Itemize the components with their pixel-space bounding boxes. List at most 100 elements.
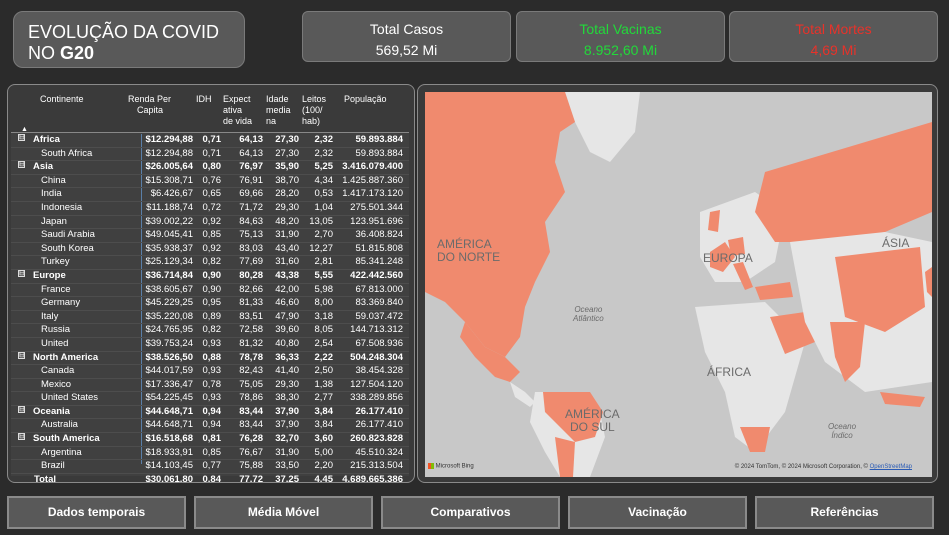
table-row[interactable]: Turkey $25.129,34 0,82 77,69 31,60 2,81 85.341… <box>11 256 409 270</box>
country-russia[interactable] <box>755 122 932 242</box>
col-header-pop[interactable]: População <box>344 94 387 104</box>
row-label: Europe <box>33 269 66 281</box>
cell-idh: 0,95 <box>202 297 222 309</box>
group-row[interactable]: ⊟ South America $16.518,68 0,81 76,28 32,70 3,… <box>11 433 409 447</box>
cell-exp: 76,67 <box>239 446 263 458</box>
collapse-icon[interactable]: ⊟ <box>18 351 25 359</box>
country-saudi-arabia[interactable] <box>770 312 815 354</box>
cell-exp: 72,58 <box>239 324 263 336</box>
cell-renda: $39.002,22 <box>145 215 193 227</box>
cell-renda: $44.648,71 <box>145 405 193 417</box>
country-japan[interactable] <box>925 267 932 297</box>
cell-idh: 0,90 <box>202 283 222 295</box>
total-row[interactable]: Total $30.061,80 0,84 77,72 37,25 4,45 4.689.6… <box>11 473 409 483</box>
nav-button-comparativos[interactable]: Comparativos <box>381 496 560 529</box>
col-header-age[interactable]: Idade media na <box>266 94 291 126</box>
cell-age: 43,38 <box>275 269 299 281</box>
country-italy[interactable] <box>733 262 753 290</box>
country-brazil[interactable] <box>543 392 603 442</box>
cell-beds: 5,98 <box>314 283 334 295</box>
table-row[interactable]: Argentina $18.933,91 0,85 76,67 31,90 5,00 45.… <box>11 447 409 461</box>
row-label: United <box>41 337 69 349</box>
cell-idh: 0,80 <box>202 161 222 173</box>
table-row[interactable]: India $6.426,67 0,65 69,66 28,20 0,53 1.417.17… <box>11 188 409 202</box>
col-header-expect[interactable]: Expect ativa de vida <box>223 94 253 126</box>
cell-beds: 4,45 <box>314 473 334 483</box>
cell-exp: 84,63 <box>239 215 263 227</box>
country-france[interactable] <box>710 242 735 272</box>
cell-pop: 144.713.312 <box>350 324 403 336</box>
collapse-icon[interactable]: ⊟ <box>18 433 25 441</box>
cell-exp: 83,44 <box>239 405 263 417</box>
table-row[interactable]: Germany $45.229,25 0,95 81,33 46,60 8,00 83.36… <box>11 297 409 311</box>
cell-exp: 83,51 <box>239 310 263 322</box>
country-india[interactable] <box>830 322 865 382</box>
world-map[interactable]: AMÉRICA DO NORTE EUROPA ÁSIA ÁFRICA AMÉR… <box>425 92 932 477</box>
country-argentina[interactable] <box>555 437 575 477</box>
group-row[interactable]: ⊟ North America $38.526,50 0,88 78,78 36,33 2,… <box>11 351 409 366</box>
osm-link[interactable]: OpenStreetMap <box>869 464 912 470</box>
table-row[interactable]: Saudi Arabia $49.045,41 0,85 75,13 31,90 2,70… <box>11 229 409 243</box>
table-row[interactable]: South Korea $35.938,37 0,92 83,03 43,40 12,27… <box>11 243 409 257</box>
nav-button-referencias[interactable]: Referências <box>755 496 934 529</box>
cell-renda: $44.017,59 <box>145 365 193 377</box>
group-row[interactable]: ⊟ Africa $12.294,88 0,71 64,13 27,30 2,32 59.89… <box>11 134 409 148</box>
nav-button-dados-temporais[interactable]: Dados temporais <box>7 496 186 529</box>
collapse-icon[interactable]: ⊟ <box>18 161 25 169</box>
group-row[interactable]: ⊟ Europe $36.714,84 0,90 80,28 43,38 5,55 422.4… <box>11 269 409 284</box>
map-label-atlantic: Oceano Atlântico <box>573 305 604 323</box>
cell-idh: 0,85 <box>202 446 222 458</box>
cell-pop: 215.313.504 <box>350 460 403 472</box>
country-mexico[interactable] <box>460 322 520 382</box>
cell-exp: 81,32 <box>239 337 263 349</box>
collapse-icon[interactable]: ⊟ <box>18 405 25 413</box>
row-label: Saudi Arabia <box>41 229 95 241</box>
col-header-beds[interactable]: Leitos (100/hab) <box>302 94 327 126</box>
table-row[interactable]: Brazil $14.103,45 0,77 75,88 33,50 2,20 215.31… <box>11 460 409 474</box>
country-china[interactable] <box>835 247 925 332</box>
map-label-south-america: AMÉRICA DO SUL <box>565 407 620 434</box>
sort-ascending-icon[interactable]: ▲ <box>21 126 28 133</box>
cell-age: 42,00 <box>275 283 299 295</box>
table-row[interactable]: United $39.753,24 0,93 81,32 40,80 2,54 67.508… <box>11 338 409 352</box>
table-row[interactable]: Japan $39.002,22 0,92 84,63 48,20 13,05 123.95… <box>11 216 409 230</box>
cell-renda: $25.129,34 <box>145 256 193 268</box>
nav-button-media-movel[interactable]: Média Móvel <box>194 496 373 529</box>
table-row[interactable]: United States $54.225,45 0,93 78,86 38,30 2,7… <box>11 392 409 406</box>
cell-beds: 1,38 <box>314 378 334 390</box>
row-label: United States <box>41 392 99 404</box>
table-row[interactable]: South Africa $12.294,88 0,71 64,13 27,30 2,32… <box>11 148 409 162</box>
cell-renda: $24.765,95 <box>145 324 193 336</box>
collapse-icon[interactable]: ⊟ <box>18 134 25 141</box>
group-row[interactable]: ⊟ Oceania $44.648,71 0,94 83,44 37,90 3,84 26.1… <box>11 405 409 420</box>
kpi-total-cases: Total Casos 569,52 Mi <box>302 11 511 62</box>
cell-pop: 275.501.344 <box>350 201 403 213</box>
table-row[interactable]: Italy $35.220,08 0,89 83,51 47,90 3,18 59.037.… <box>11 311 409 325</box>
col-header-continent[interactable]: Continente <box>40 94 84 104</box>
continent-matrix-panel: Continente Renda Per Capita IDH Expect ati… <box>7 84 415 483</box>
kpi-value: 4,69 Mi <box>810 42 857 58</box>
group-row[interactable]: ⊟ Asia $26.005,64 0,80 76,97 35,90 5,25 3.416.0… <box>11 161 409 175</box>
row-label: Asia <box>33 161 54 173</box>
country-canada-usa[interactable] <box>425 92 575 357</box>
country-south-africa[interactable] <box>740 427 770 452</box>
table-row[interactable]: Russia $24.765,95 0,82 72,58 39,60 8,05 144.71… <box>11 324 409 338</box>
cell-age: 27,30 <box>275 147 299 159</box>
column-divider <box>141 134 142 464</box>
nav-button-vacinacao[interactable]: Vacinação <box>568 496 747 529</box>
country-germany[interactable] <box>728 237 745 256</box>
table-row[interactable]: Indonesia $11.188,74 0,72 71,72 29,30 1,04 275… <box>11 202 409 216</box>
table-row[interactable]: France $38.605,67 0,90 82,66 42,00 5,98 67.813… <box>11 284 409 298</box>
table-row[interactable]: Australia $44.648,71 0,94 83,44 37,90 3,84 26.… <box>11 419 409 434</box>
country-indonesia[interactable] <box>880 392 925 407</box>
table-row[interactable]: Canada $44.017,59 0,93 82,43 41,40 2,50 38.454… <box>11 365 409 379</box>
col-header-idh[interactable]: IDH <box>196 94 212 104</box>
table-row[interactable]: Mexico $17.336,47 0,78 75,05 29,30 1,38 127.50… <box>11 379 409 393</box>
country-uk[interactable] <box>708 210 720 232</box>
table-row[interactable]: China $15.308,71 0,76 76,91 38,70 4,34 1.425.8… <box>11 175 409 189</box>
col-header-renda[interactable]: Renda Per Capita <box>128 94 172 115</box>
collapse-icon[interactable]: ⊟ <box>18 269 25 277</box>
continent-matrix[interactable]: Continente Renda Per Capita IDH Expect ati… <box>11 88 409 482</box>
cell-pop: 38.454.328 <box>355 365 403 377</box>
country-turkey[interactable] <box>755 282 793 300</box>
